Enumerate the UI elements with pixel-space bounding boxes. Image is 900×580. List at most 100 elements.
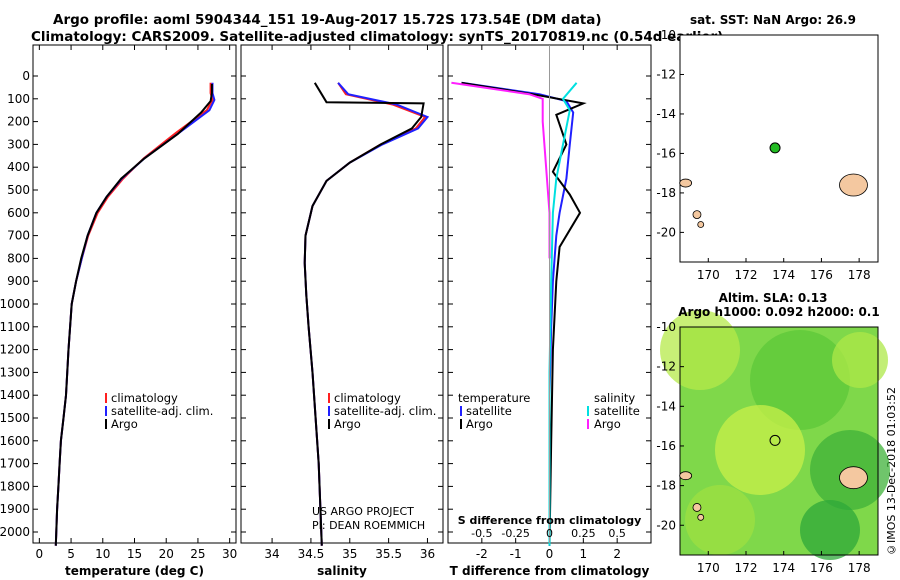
land-island	[679, 471, 693, 481]
y-tick-label: 400	[7, 160, 30, 174]
x-tick-label: 10	[95, 547, 110, 561]
map-frame	[679, 34, 879, 263]
x-tick-label: 170	[697, 268, 720, 282]
y-tick-label: 1900	[0, 502, 30, 516]
legend-label: climatology	[334, 391, 401, 405]
y-tick-label: 500	[7, 183, 30, 197]
x-axis-label: T difference from climatology	[450, 564, 650, 578]
x-tick-label: 170	[697, 561, 720, 575]
legend-label: satellite	[594, 404, 640, 418]
x-tick-label: 25	[190, 547, 205, 561]
y-tick-label: -20	[656, 225, 676, 239]
y-tick-label: 1500	[0, 411, 30, 425]
series-line	[303, 82, 425, 546]
x-tick-label: 178	[848, 561, 871, 575]
secondary-tick-label: 0	[546, 527, 553, 540]
x-tick-label: 35.5	[375, 547, 402, 561]
header-line-1: Argo profile: aoml 5904344_151 19-Aug-20…	[53, 12, 602, 28]
y-tick-label: 1200	[0, 343, 30, 357]
land-island	[692, 210, 702, 220]
annotation-text: US ARGO PROJECT	[312, 505, 414, 518]
y-tick-label: 700	[7, 229, 30, 243]
x-tick-label: 35	[342, 547, 357, 561]
secondary-axis-label: S difference from climatology	[458, 514, 642, 527]
y-tick-label: 900	[7, 274, 30, 288]
y-tick-label: -10	[656, 28, 676, 42]
y-tick-label: 100	[7, 92, 30, 106]
y-tick-label: 1600	[0, 434, 30, 448]
land-island	[839, 173, 868, 197]
x-axis-label: temperature (deg C)	[65, 564, 204, 578]
legend-label: salinity	[594, 391, 635, 405]
x-tick-label: -1	[510, 547, 522, 561]
y-tick-label: 1000	[0, 297, 30, 311]
y-tick-label: 600	[7, 206, 30, 220]
legend-label: satellite-adj. clim.	[334, 404, 436, 418]
x-tick-label: 178	[848, 268, 871, 282]
map-subtitle: Argo h1000: 0.092 h2000: 0.1	[678, 305, 879, 319]
legend-label: Argo	[466, 417, 493, 431]
series-line	[548, 82, 578, 546]
sla-blob	[715, 405, 805, 495]
series-line	[54, 84, 213, 546]
secondary-tick-label: -0.25	[501, 527, 529, 540]
y-tick-label: -12	[656, 360, 676, 374]
y-tick-label: 1100	[0, 320, 30, 334]
y-tick-label: 1700	[0, 457, 30, 471]
y-tick-label: 200	[7, 115, 30, 129]
x-tick-label: -2	[476, 547, 488, 561]
y-tick-label: 1400	[0, 388, 30, 402]
x-axis-label: salinity	[317, 564, 367, 578]
plot-frame	[240, 44, 444, 544]
legend-label: satellite	[466, 404, 512, 418]
sla-blob	[800, 500, 860, 560]
legend-label: Argo	[334, 417, 361, 431]
map-frame	[679, 326, 879, 556]
y-tick-label: 2000	[0, 525, 30, 539]
y-tick-label: 0	[22, 69, 30, 83]
sla-blob	[750, 330, 850, 430]
sla-blob	[685, 485, 755, 555]
secondary-tick-label: 0.25	[571, 527, 596, 540]
y-tick-label: -10	[656, 320, 676, 334]
x-tick-label: 15	[127, 547, 142, 561]
plot-frame	[32, 44, 237, 544]
sla-blob	[832, 332, 888, 388]
x-tick-label: 20	[159, 547, 174, 561]
x-tick-label: 34	[264, 547, 279, 561]
y-tick-label: -14	[656, 399, 676, 413]
x-tick-label: 36	[420, 547, 435, 561]
x-tick-label: 1	[580, 547, 588, 561]
y-tick-label: -20	[656, 518, 676, 532]
x-tick-label: 0	[546, 547, 554, 561]
y-tick-label: 800	[7, 251, 30, 265]
land-island	[839, 466, 868, 490]
x-tick-label: 172	[735, 268, 758, 282]
x-tick-label: 2	[613, 547, 621, 561]
legend-label: temperature	[458, 391, 530, 405]
x-tick-label: 174	[772, 561, 795, 575]
y-tick-label: -18	[656, 186, 676, 200]
x-tick-label: 5	[67, 547, 75, 561]
x-tick-label: 34.5	[298, 547, 325, 561]
map-title: Altim. SLA: 0.13	[719, 291, 828, 305]
y-tick-label: 300	[7, 137, 30, 151]
legend-label: climatology	[111, 391, 178, 405]
y-tick-label: -14	[656, 107, 676, 121]
argo-float-marker	[769, 434, 781, 446]
x-tick-label: 174	[772, 268, 795, 282]
series-line	[461, 81, 587, 546]
y-tick-label: -16	[656, 439, 676, 453]
x-tick-label: 176	[810, 561, 833, 575]
land-island	[697, 513, 705, 521]
argo-float-marker	[769, 142, 781, 154]
land-island	[679, 178, 693, 188]
header-line-2: Climatology: CARS2009. Satellite-adjuste…	[31, 29, 724, 45]
y-tick-label: -18	[656, 479, 676, 493]
x-tick-label: 176	[810, 268, 833, 282]
legend-label: Argo	[594, 417, 621, 431]
y-tick-label: 1300	[0, 365, 30, 379]
land-island	[692, 503, 702, 512]
land-island	[697, 221, 705, 228]
